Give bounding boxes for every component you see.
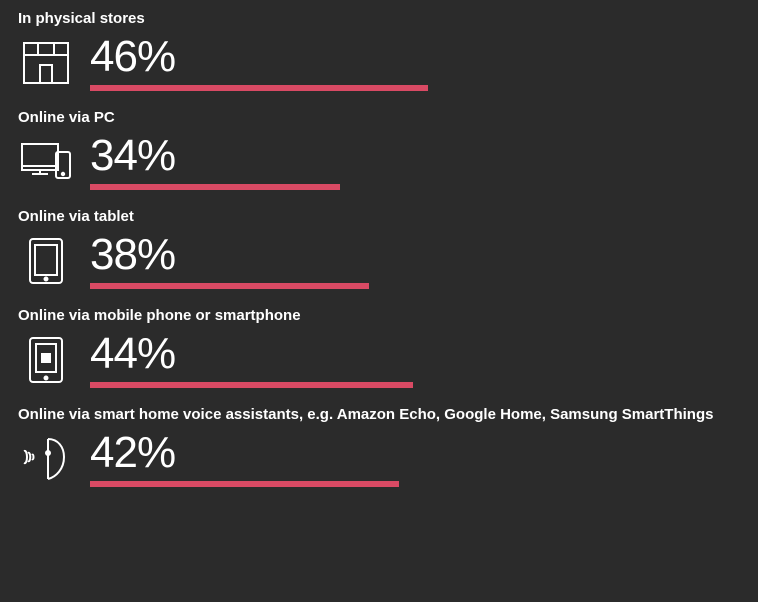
chart-item-physical-stores: In physical stores 46% bbox=[18, 10, 740, 91]
bar-fill bbox=[90, 382, 413, 388]
chart-item-online-pc: Online via PC 34% bbox=[18, 109, 740, 190]
percentage-value: 38% bbox=[90, 233, 740, 277]
bar-track bbox=[90, 283, 740, 289]
item-body: 38% bbox=[18, 233, 740, 289]
bar-track bbox=[90, 382, 740, 388]
bar-track bbox=[90, 481, 740, 487]
percentage-value: 44% bbox=[90, 332, 740, 376]
item-label: Online via smart home voice assistants, … bbox=[18, 406, 740, 423]
value-column: 44% bbox=[82, 332, 740, 388]
bar-track bbox=[90, 184, 740, 190]
percentage-value: 42% bbox=[90, 431, 740, 475]
pc-icon bbox=[18, 134, 82, 190]
item-label: Online via tablet bbox=[18, 208, 740, 225]
value-column: 42% bbox=[82, 431, 740, 487]
store-icon bbox=[18, 35, 82, 91]
smartphone-icon bbox=[18, 332, 82, 388]
bar-fill bbox=[90, 481, 399, 487]
shopping-channel-chart: In physical stores46%Online via PC34%Onl… bbox=[18, 10, 740, 487]
chart-item-online-voice: Online via smart home voice assistants, … bbox=[18, 406, 740, 487]
item-label: Online via PC bbox=[18, 109, 740, 126]
item-body: 42% bbox=[18, 431, 740, 487]
chart-item-online-tablet: Online via tablet 38% bbox=[18, 208, 740, 289]
bar-fill bbox=[90, 184, 340, 190]
voice-icon bbox=[18, 431, 82, 487]
bar-fill bbox=[90, 283, 369, 289]
percentage-value: 46% bbox=[90, 35, 740, 79]
tablet-icon bbox=[18, 233, 82, 289]
item-body: 44% bbox=[18, 332, 740, 388]
chart-item-online-mobile: Online via mobile phone or smartphone 44% bbox=[18, 307, 740, 388]
value-column: 46% bbox=[82, 35, 740, 91]
percentage-value: 34% bbox=[90, 134, 740, 178]
item-body: 46% bbox=[18, 35, 740, 91]
item-label: In physical stores bbox=[18, 10, 740, 27]
value-column: 34% bbox=[82, 134, 740, 190]
value-column: 38% bbox=[82, 233, 740, 289]
item-label: Online via mobile phone or smartphone bbox=[18, 307, 740, 324]
item-body: 34% bbox=[18, 134, 740, 190]
bar-track bbox=[90, 85, 740, 91]
bar-fill bbox=[90, 85, 428, 91]
